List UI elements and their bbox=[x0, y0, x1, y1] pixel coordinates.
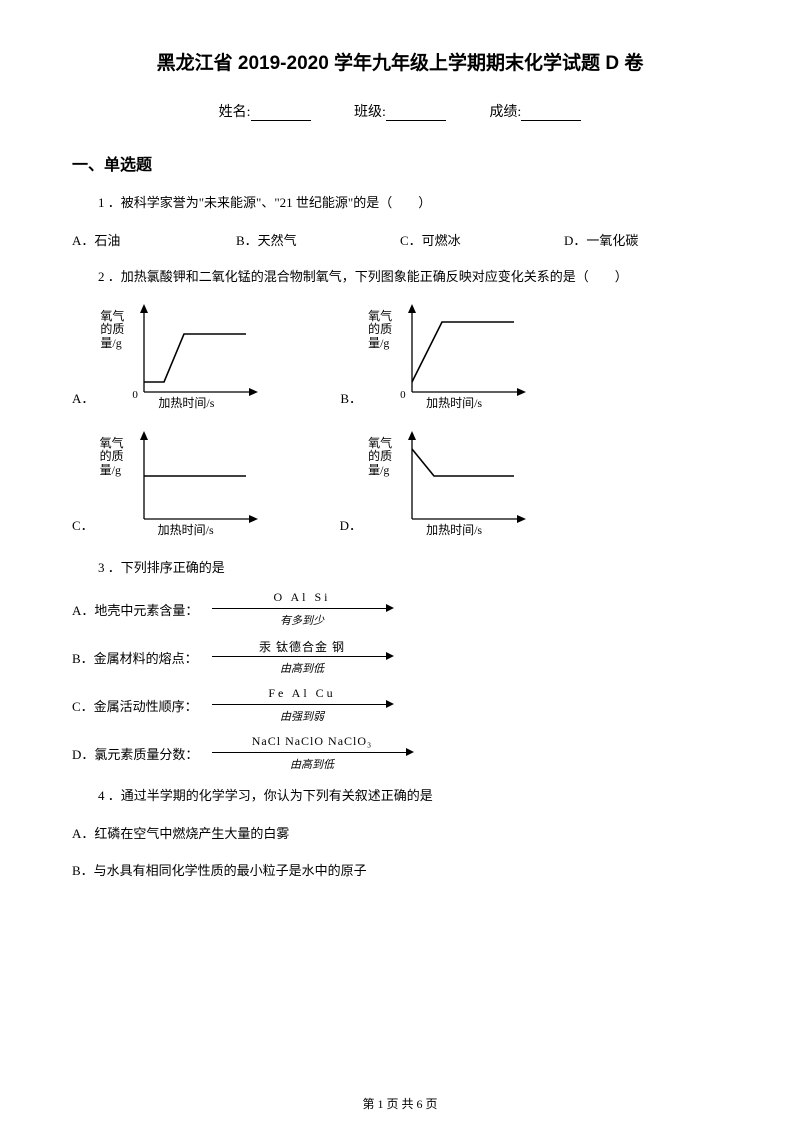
q3-opt-b: B．金属材料的熔点： 汞 钛德合金 钢 由高到低 bbox=[72, 642, 728, 672]
q2-letter-b: B． bbox=[340, 388, 362, 409]
chart-c-xlabel: 加热时间/s bbox=[158, 521, 214, 538]
q2-text: 2 ．加热氯酸钾和二氧化锰的混合物制氧气，下列图象能正确反映对应变化关系的是（ … bbox=[72, 267, 728, 288]
chart-c-svg bbox=[136, 431, 261, 526]
q2-chart-c: C． 氧气的质量/g 加热时间/s bbox=[72, 431, 260, 536]
q3-d-arrow: NaCl NaClO NaClO₃ 由高到低 bbox=[212, 738, 412, 768]
page-footer: 第 1 页 共 6 页 bbox=[0, 1095, 800, 1112]
chart-a-ylabel: 氧气的质量/g bbox=[100, 310, 124, 351]
chart-b-svg bbox=[404, 304, 529, 399]
q2-chart-b: B． 氧气的质量/g 0 加热时间/s bbox=[340, 304, 528, 409]
chart-b-xlabel: 加热时间/s bbox=[426, 394, 482, 411]
q1-opt-a: A．石油 bbox=[72, 230, 236, 249]
chart-b-ylabel: 氧气的质量/g bbox=[368, 310, 392, 351]
section-1-header: 一、单选题 bbox=[72, 151, 728, 175]
score-blank bbox=[521, 107, 581, 121]
q3-opt-c: C．金属活动性顺序： Fe Al Cu 由强到弱 bbox=[72, 690, 728, 720]
q1-text: 1 ．被科学家誉为"未来能源"、"21 世纪能源"的是（ ） bbox=[72, 193, 728, 214]
q1-opt-d: D．一氧化碳 bbox=[564, 230, 728, 249]
q3-c-arrow: Fe Al Cu 由强到弱 bbox=[212, 690, 392, 720]
q2-letter-a: A． bbox=[72, 388, 94, 409]
q2-chart-d: D． 氧气的质量/g 加热时间/s bbox=[340, 431, 528, 536]
q3-c-label: C．金属活动性顺序： bbox=[72, 696, 212, 715]
q1-opt-b: B．天然气 bbox=[236, 230, 400, 249]
q3-opt-a: A．地壳中元素含量： O Al Si 有多到少 bbox=[72, 594, 728, 624]
chart-d-svg bbox=[404, 431, 529, 526]
q1-options: A．石油 B．天然气 C．可燃冰 D．一氧化碳 bbox=[72, 230, 728, 249]
q4-opt-a: A．红磷在空气中燃烧产生大量的白雾 bbox=[72, 823, 728, 842]
q2-letter-d: D． bbox=[340, 515, 362, 536]
chart-d-ylabel: 氧气的质量/g bbox=[368, 437, 392, 478]
chart-c-ylabel: 氧气的质量/g bbox=[100, 437, 124, 478]
q2-charts-row1: A． 氧气的质量/g 0 加热时间/s B． 氧气的质量/g 0 bbox=[72, 304, 728, 409]
q2-letter-c: C． bbox=[72, 515, 94, 536]
student-info-row: 姓名: 班级: 成绩: bbox=[72, 101, 728, 121]
chart-a-xlabel: 加热时间/s bbox=[158, 394, 214, 411]
q3-a-arrow: O Al Si 有多到少 bbox=[212, 594, 392, 624]
name-blank bbox=[251, 107, 311, 121]
chart-d-xlabel: 加热时间/s bbox=[426, 521, 482, 538]
q3-b-label: B．金属材料的熔点： bbox=[72, 648, 212, 667]
q3-a-label: A．地壳中元素含量： bbox=[72, 600, 212, 619]
q2-chart-a: A． 氧气的质量/g 0 加热时间/s bbox=[72, 304, 260, 409]
class-label: 班级: bbox=[354, 105, 386, 120]
name-label: 姓名: bbox=[219, 105, 251, 120]
chart-a-svg bbox=[136, 304, 261, 399]
q3-d-label: D．氯元素质量分数： bbox=[72, 744, 212, 763]
q1-opt-c: C．可燃冰 bbox=[400, 230, 564, 249]
exam-title: 黑龙江省 2019-2020 学年九年级上学期期末化学试题 D 卷 bbox=[72, 48, 728, 75]
q2-charts-row2: C． 氧气的质量/g 加热时间/s D． 氧气的质量/g 加热时间 bbox=[72, 431, 728, 536]
q3-b-arrow: 汞 钛德合金 钢 由高到低 bbox=[212, 642, 392, 672]
q4-text: 4 ．通过半学期的化学学习，你认为下列有关叙述正确的是 bbox=[72, 786, 728, 807]
q3-text: 3 ．下列排序正确的是 bbox=[72, 558, 728, 579]
q3-opt-d: D．氯元素质量分数： NaCl NaClO NaClO₃ 由高到低 bbox=[72, 738, 728, 768]
q4-opt-b: B．与水具有相同化学性质的最小粒子是水中的原子 bbox=[72, 860, 728, 879]
class-blank bbox=[386, 107, 446, 121]
score-label: 成绩: bbox=[489, 105, 521, 120]
